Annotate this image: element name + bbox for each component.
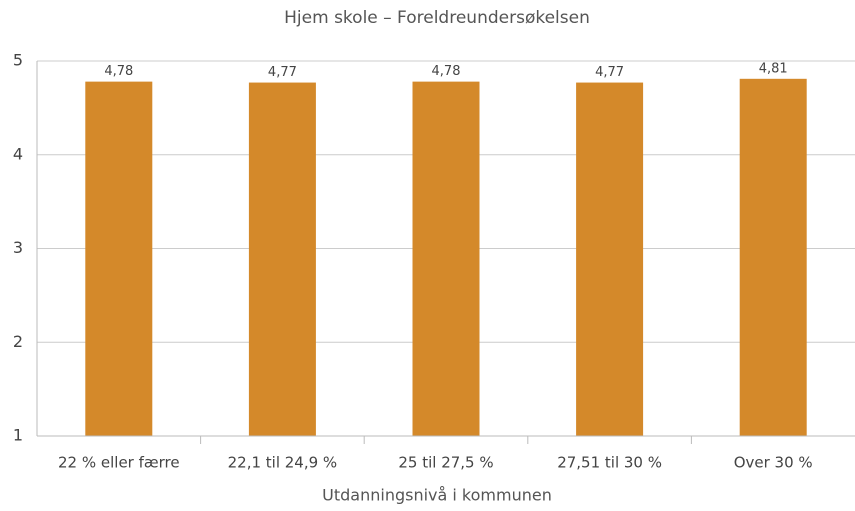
x-tick-label: 22,1 til 24,9 % <box>228 454 338 472</box>
y-tick-label: 3 <box>13 238 23 257</box>
bar <box>576 82 644 436</box>
y-tick-label: 4 <box>13 144 23 163</box>
bar <box>412 81 480 436</box>
chart-title: Hjem skole – Foreldreundersøkelsen <box>284 8 590 28</box>
x-tick-label: 25 til 27,5 % <box>398 454 493 472</box>
y-tick-label: 5 <box>13 51 23 70</box>
x-tick-label: Over 30 % <box>734 454 813 472</box>
y-tick-label: 2 <box>13 332 23 351</box>
value-label: 4,77 <box>595 65 624 80</box>
bar <box>248 82 316 436</box>
x-axis-label: Utdanningsnivå i kommunen <box>322 486 552 505</box>
bar <box>85 81 153 436</box>
x-tick-label: 27,51 til 30 % <box>557 454 662 472</box>
x-tick-label: 22 % eller færre <box>58 454 180 472</box>
value-label: 4,78 <box>432 64 461 79</box>
value-label: 4,81 <box>759 61 788 76</box>
value-label: 4,78 <box>104 64 133 79</box>
y-tick-label: 1 <box>13 426 23 445</box>
bar <box>739 78 807 436</box>
value-label: 4,77 <box>268 65 297 80</box>
